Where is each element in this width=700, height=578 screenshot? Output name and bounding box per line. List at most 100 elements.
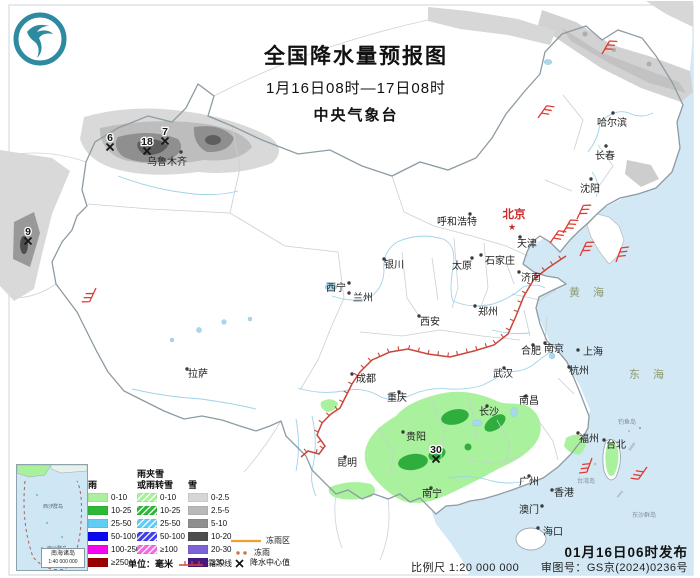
map-subtitle: 1月16日08时—17日08时 [265,80,447,97]
city-dot-icon [429,486,433,490]
city-marker: 广州 [519,474,539,488]
city-dot-icon [527,474,531,478]
sea-label: 钓鱼岛 [618,418,636,426]
x-icon [431,454,441,464]
city-label: 北京 [503,207,526,221]
city-marker: 西宁 [326,281,351,294]
city-label: 武汉 [493,367,513,380]
city-label: 南京 [544,342,564,355]
wind-barb-icon [615,246,629,263]
city-dot-icon [604,144,608,148]
city-marker: 济南 [517,270,541,284]
city-label: 长沙 [479,406,499,418]
rain-areas [320,391,586,503]
city-marker: 杭州 [567,364,589,377]
city-marker: 石家庄 [479,253,515,267]
taiwan-rain-area [605,441,619,476]
city-marker: 台北 [602,438,626,451]
city-marker: 南京 [543,341,564,355]
sea-label: 东沙群岛 [632,511,656,519]
x-icon [142,146,152,156]
city-label: 石家庄 [485,254,515,267]
publish-time: 01月16日06时发布 [564,545,688,560]
cma-logo [13,12,67,66]
wind-barb-icon [579,457,593,474]
precip-center-value: 9 [25,226,31,238]
city-label: 贵阳 [406,430,426,443]
city-dot-icon [576,348,580,352]
city-label: 合肥 [521,344,541,357]
hainan-island [515,527,547,551]
city-marker: 海口 [536,525,563,538]
wind-barb-icon [579,241,595,257]
city-marker: 昆明 [337,455,357,469]
map-agency: 中央气象台 [313,107,399,124]
map-scale: 比例尺 1:20 000 000 [410,562,520,574]
city-marker: 太原 [452,256,474,272]
precip-center-value: 30 [430,444,442,456]
x-icon [23,236,33,246]
city-label: 广州 [519,476,539,488]
city-marker: 拉萨 [185,367,208,380]
city-dot-icon [518,235,522,239]
city-dot-icon [382,257,386,261]
precip-center-value: 6 [107,132,113,144]
province-boundaries [87,94,614,479]
city-marker: 乌鲁木齐 [147,150,187,168]
city-dot-icon [401,430,405,434]
precip-center-marker: 7 [161,125,169,146]
city-label: 重庆 [387,391,407,404]
city-dot-icon [576,431,580,435]
sea-label: 台湾岛 [577,477,595,485]
sea-area [432,34,693,575]
city-dot-icon [517,270,521,274]
x-icon [105,142,115,152]
map-title: 全国降水量预报图 [264,45,448,68]
city-marker: 成都 [350,372,376,385]
city-capital-marker: ★北京 [503,207,526,232]
city-marker: 贵阳 [401,430,426,443]
city-marker: 南宁 [422,486,442,500]
city-dot-icon [540,504,544,508]
china-border [51,25,684,515]
wind-barb-icon [549,230,567,244]
city-marker: 天津 [517,235,537,250]
wind-barb-icon [537,105,555,119]
south-china-sea-inset: 西沙群岛 南沙群岛 南海诸岛 1:40 000 000 [16,464,88,571]
city-dot-icon [470,256,474,260]
city-label: 香港 [554,487,574,499]
city-label: 上海 [583,345,603,358]
city-dot-icon [502,366,506,370]
city-marker: 长沙 [479,404,499,418]
city-label: 沈阳 [580,182,600,195]
city-label: 银川 [384,258,404,271]
title-block: 全国降水量预报图 1月16日08时—17日08时 中央气象台 [194,40,518,125]
precip-center-marker: 18 [140,135,154,156]
precip-center-markers-layer: 6 18 7 9 30 [23,125,443,464]
city-dot-icon [179,150,183,154]
footer-scale-line: 比例尺 1:20 000 000 审图号：GS京(2024)0236号 [411,559,688,575]
city-label: 西安 [420,315,440,328]
city-label: 济南 [521,271,541,284]
city-marker: 上海 [576,345,603,358]
wind-barbs-layer [81,40,648,480]
city-label: 郑州 [478,305,498,318]
city-marker: 哈尔滨 [597,111,627,129]
city-label: 昆明 [337,457,357,469]
city-marker: 银川 [382,257,404,271]
precip-center-value: 18 [141,136,153,148]
city-dot-icon [550,488,554,492]
city-dot-icon [473,304,477,308]
city-marker: 郑州 [473,304,498,318]
lakes [169,59,556,427]
approval-number: 审图号：GS京(2024)0236号 [540,562,688,574]
precip-center-marker: 6 [105,131,115,152]
city-dot-icon [536,526,540,530]
city-dot-icon [543,341,547,345]
city-dot-icon [485,404,489,408]
city-marker: 长春 [595,144,615,162]
city-label: 海口 [543,525,563,538]
